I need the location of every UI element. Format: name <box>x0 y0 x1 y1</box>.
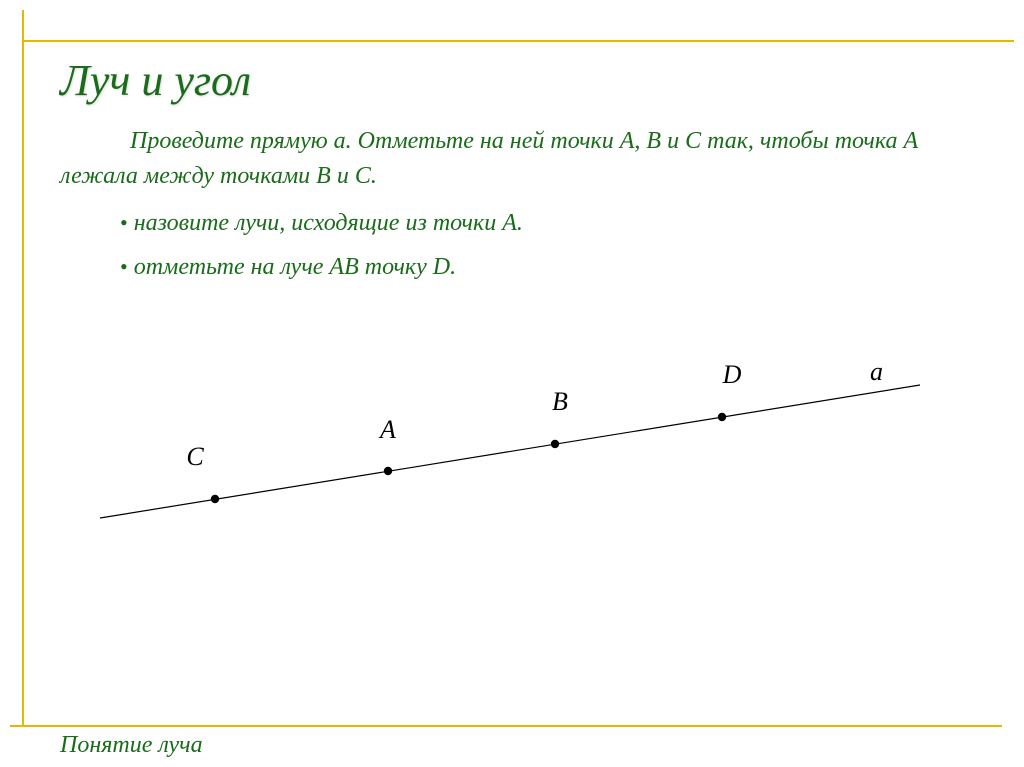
point-label-C: C <box>186 442 203 472</box>
list-item: • отметьте на луче АВ точку D. <box>120 250 984 285</box>
point-label-A: A <box>380 415 396 445</box>
point-label-B: B <box>552 387 568 417</box>
bullet-list: • назовите лучи, исходящие из точки А. •… <box>120 206 984 286</box>
body-text: Проведите прямую а. Отметьте на ней точк… <box>60 124 984 285</box>
frame-top <box>22 40 1014 42</box>
bullet-text: отметьте на луче АВ точку D. <box>134 250 456 285</box>
line-a <box>100 385 920 518</box>
frame-left <box>22 10 24 727</box>
bullet-icon: • <box>120 212 128 234</box>
slide-content: Луч и угол Проведите прямую а. Отметьте … <box>60 55 984 712</box>
bullet-text: назовите лучи, исходящие из точки А. <box>134 206 523 241</box>
point-B <box>551 440 559 448</box>
point-C <box>211 495 219 503</box>
footer-text: Понятие луча <box>60 732 203 759</box>
frame-bottom <box>10 725 1002 727</box>
slide-title: Луч и угол <box>60 55 984 106</box>
diagram-svg <box>60 295 960 575</box>
list-item: • назовите лучи, исходящие из точки А. <box>120 206 984 241</box>
point-label-D: D <box>723 360 742 390</box>
bullet-icon: • <box>120 256 128 278</box>
line-label-a: a <box>870 357 883 387</box>
paragraph: Проведите прямую а. Отметьте на ней точк… <box>60 124 984 194</box>
diagram: C A B Da <box>60 295 960 575</box>
point-A <box>384 467 392 475</box>
point-D <box>718 413 726 421</box>
